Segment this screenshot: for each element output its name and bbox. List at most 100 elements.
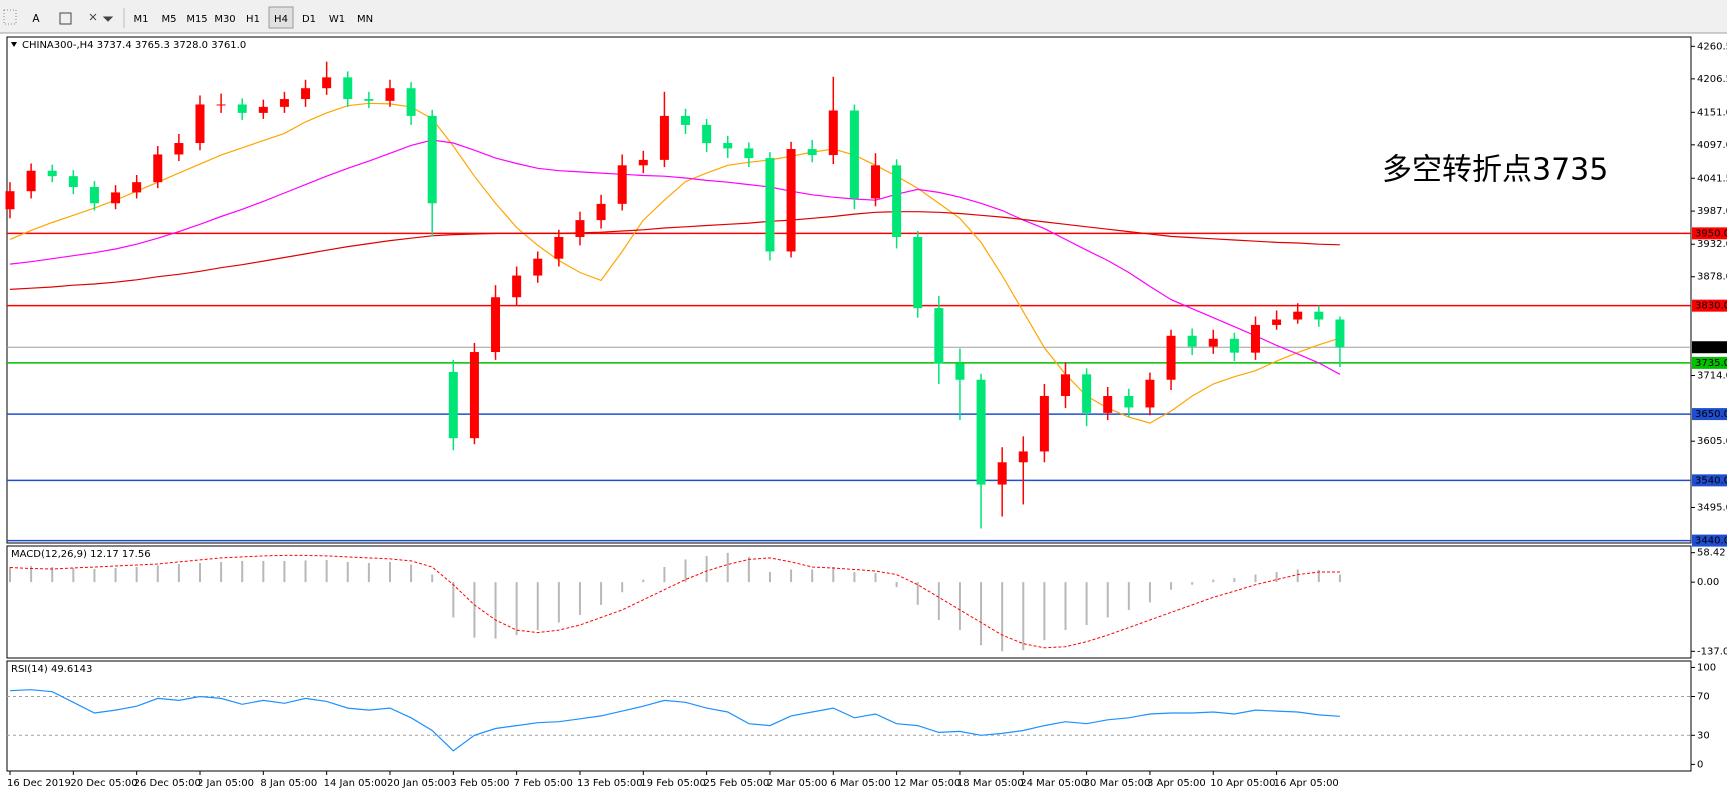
x-tick-label: 2 Mar 05:00 <box>767 778 827 789</box>
macd-title: MACD(12,26,9) 12.17 17.56 <box>11 549 151 560</box>
candle-body <box>491 297 501 353</box>
level-tag <box>1692 227 1727 240</box>
timeframe-button[interactable]: MN <box>357 14 373 25</box>
candle-body <box>1039 396 1049 452</box>
timeframe-button[interactable]: D1 <box>302 14 316 25</box>
candle-body <box>702 124 712 144</box>
y-tick-label: 70 <box>1697 692 1710 703</box>
timeframe-button[interactable]: M15 <box>186 14 207 25</box>
x-tick-label: 3 Feb 05:00 <box>450 778 509 789</box>
y-tick-label: -137.09 <box>1697 646 1727 657</box>
x-tick-label: 12 Mar 05:00 <box>894 778 961 789</box>
x-tick-label: 20 Dec 05:00 <box>70 778 137 789</box>
x-tick-label: 19 Feb 05:00 <box>640 778 706 789</box>
candle-body <box>343 77 353 100</box>
candle-body <box>617 165 627 204</box>
x-tick-label: 2 Jan 05:00 <box>197 778 254 789</box>
macd-signal <box>9 554 1340 649</box>
level-label: 3830.0 <box>1695 301 1727 312</box>
y-tick-label: 3878.0 <box>1697 272 1727 283</box>
rsi-line <box>9 689 1340 752</box>
candle-body <box>1187 335 1197 347</box>
y-tick-label: 3932.0 <box>1697 239 1727 250</box>
symbol-header: CHINA300-,H4 3737.4 3765.3 3728.0 3761.0 <box>22 40 246 51</box>
y-tick-label: 0.00 <box>1697 577 1719 588</box>
collapse-icon[interactable] <box>11 42 17 47</box>
y-tick-label: 100 <box>1697 662 1716 673</box>
y-tick-label: 4260.5 <box>1697 41 1727 52</box>
candle-body <box>5 191 15 210</box>
candle-body <box>1250 324 1260 353</box>
candle-body <box>976 379 986 485</box>
active-timeframe <box>268 6 294 29</box>
candle-body <box>174 143 184 155</box>
current-price-label: 3761.0 <box>1695 342 1727 353</box>
candle-body <box>533 258 543 276</box>
candle-body <box>554 236 564 259</box>
moving-average <box>9 139 1341 375</box>
x-tick-label: 18 Mar 05:00 <box>957 778 1024 789</box>
timeframe-button[interactable]: W1 <box>329 14 345 25</box>
x-tick-label: 10 Apr 05:00 <box>1210 778 1275 789</box>
x-tick-label: 7 Feb 05:00 <box>514 778 573 789</box>
timeframe-button[interactable]: H1 <box>246 14 260 25</box>
candle-body <box>47 170 57 177</box>
x-tick-label: 14 Jan 05:00 <box>324 778 387 789</box>
level-label: 3540.0 <box>1695 475 1727 486</box>
text-tool[interactable]: A <box>32 13 40 25</box>
grip <box>3 9 17 25</box>
candle-body <box>1061 374 1070 397</box>
level-tag <box>1692 534 1727 547</box>
candle-body <box>997 462 1007 485</box>
candle-body <box>934 308 944 364</box>
rsi-panel <box>6 660 1692 772</box>
candle-body <box>1082 374 1092 413</box>
y-tick-label: 4151.0 <box>1697 107 1727 118</box>
annotation: 多空转折点3735 <box>1382 153 1608 188</box>
x-tick-label: 20 Jan 05:00 <box>387 778 450 789</box>
candle-body <box>1314 311 1324 320</box>
candle-body <box>681 115 691 125</box>
candle-body <box>892 165 902 237</box>
arrows-tool[interactable] <box>89 13 114 22</box>
candle-body <box>1103 396 1113 413</box>
current-price-tag <box>1692 341 1727 354</box>
timeframe-button[interactable]: M1 <box>134 14 149 25</box>
candle-body <box>744 148 754 159</box>
moving-average <box>9 102 1341 424</box>
candle-body <box>955 363 965 380</box>
candle-body <box>26 170 36 192</box>
candle-body <box>512 275 522 298</box>
timeframe-button[interactable]: H4 <box>274 14 288 25</box>
candle-body <box>132 182 142 193</box>
candle-body <box>216 104 226 106</box>
candle-body <box>1166 335 1176 380</box>
candle-body <box>385 88 395 101</box>
level-tag <box>1692 356 1727 369</box>
candle-body <box>427 115 437 204</box>
y-tick-label: 3605.0 <box>1697 436 1727 447</box>
y-tick-label: 30 <box>1697 730 1710 741</box>
candle-body <box>406 88 416 116</box>
timeframe-button[interactable]: M30 <box>214 14 235 25</box>
rsi-title: RSI(14) 49.6143 <box>11 664 92 675</box>
label-tool[interactable] <box>59 12 72 25</box>
candle-body <box>89 186 99 204</box>
x-tick-label: 24 Mar 05:00 <box>1020 778 1087 789</box>
x-tick-label: 3 Apr 05:00 <box>1147 778 1206 789</box>
candle-body <box>448 371 458 439</box>
x-tick-label: 13 Feb 05:00 <box>577 778 643 789</box>
y-tick-label: 3495.0 <box>1697 502 1727 513</box>
level-label: 3950.0 <box>1695 228 1727 239</box>
candle-body <box>1018 451 1028 463</box>
candle-body <box>849 110 859 199</box>
candle-body <box>1208 338 1218 347</box>
candle-body <box>638 159 648 166</box>
candle-body <box>258 106 268 113</box>
candle-body <box>1293 311 1303 320</box>
candle-body <box>1124 396 1134 408</box>
candle-body <box>913 236 923 309</box>
candle-body <box>1145 379 1155 408</box>
macd-panel <box>6 545 1692 659</box>
timeframe-button[interactable]: M5 <box>162 14 177 25</box>
